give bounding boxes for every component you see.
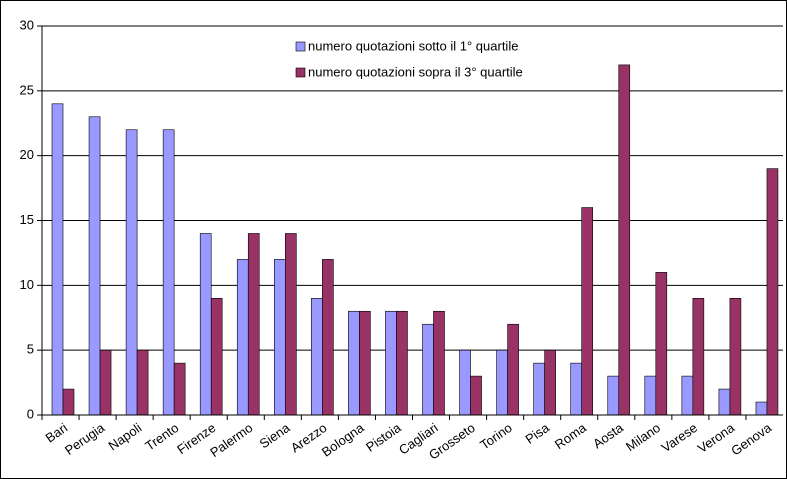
bar (718, 388, 731, 416)
bar (51, 103, 64, 416)
legend-label: numero quotazioni sotto il 1° quartile (308, 38, 518, 53)
bar (99, 349, 112, 416)
bar (273, 259, 286, 416)
bar (125, 129, 138, 416)
bar (236, 259, 249, 416)
bar (433, 310, 445, 416)
bar (766, 168, 779, 416)
bar (544, 349, 556, 416)
bar (459, 349, 471, 416)
y-tick-label: 25 (20, 82, 34, 97)
bar (470, 375, 482, 416)
bar (348, 310, 360, 416)
bar (199, 233, 212, 416)
bar (581, 207, 594, 416)
bar (496, 349, 508, 416)
bar (655, 272, 668, 416)
y-tick-label: 5 (27, 342, 34, 357)
bar (284, 233, 297, 416)
bar (247, 233, 260, 416)
bar (507, 323, 519, 416)
bar (692, 297, 705, 416)
bar (681, 375, 694, 416)
bar (62, 388, 75, 416)
bar (396, 310, 408, 416)
legend-label: numero quotazioni sopra il 3° quartile (308, 64, 523, 79)
bar (533, 362, 545, 416)
y-tick-label: 10 (20, 277, 34, 292)
legend-swatch (295, 67, 306, 78)
bar (173, 362, 186, 416)
y-tick-label: 30 (20, 17, 34, 32)
y-tick-label: 0 (27, 406, 34, 421)
bar (322, 259, 334, 416)
legend-swatch (295, 41, 306, 52)
bar (210, 297, 223, 416)
bar (644, 375, 657, 416)
bar (607, 375, 620, 416)
bar (359, 310, 371, 416)
y-tick-label: 20 (20, 147, 34, 162)
bar (136, 349, 149, 416)
bar (311, 297, 323, 416)
bar (385, 310, 397, 416)
bar (618, 64, 631, 416)
bar (755, 401, 768, 416)
y-tick-label: 15 (20, 212, 34, 227)
bar (88, 116, 101, 416)
bar (570, 362, 583, 416)
bar (729, 297, 742, 416)
bar (162, 129, 175, 416)
bar (422, 323, 434, 416)
